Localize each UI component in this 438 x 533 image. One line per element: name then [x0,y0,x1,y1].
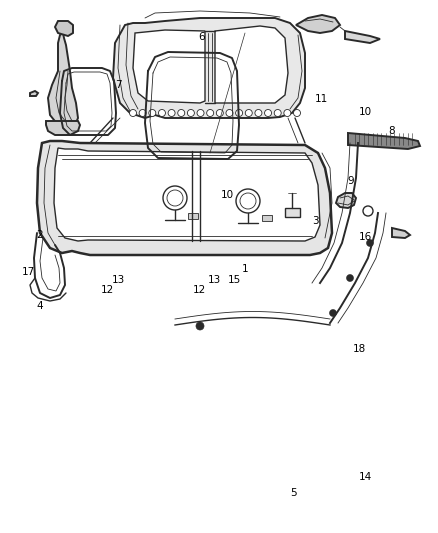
Circle shape [284,109,291,117]
Circle shape [159,109,166,117]
Text: 4: 4 [36,302,43,311]
Polygon shape [48,33,78,127]
Circle shape [293,109,300,117]
Polygon shape [215,26,288,103]
Circle shape [236,189,260,213]
Polygon shape [285,208,300,217]
Circle shape [274,109,281,117]
Text: 5: 5 [290,488,297,498]
Circle shape [130,109,137,117]
Circle shape [163,186,187,210]
Polygon shape [392,228,410,238]
Text: 7: 7 [115,80,122,90]
Circle shape [178,109,185,117]
Text: 3: 3 [312,216,319,226]
Text: 12: 12 [101,286,114,295]
Circle shape [245,109,252,117]
Polygon shape [113,18,305,118]
Text: 2: 2 [36,230,43,239]
Circle shape [196,322,204,330]
Text: 16: 16 [359,232,372,242]
Text: 10: 10 [221,190,234,199]
Text: 13: 13 [112,275,125,285]
Polygon shape [348,133,420,149]
Circle shape [329,310,336,317]
Circle shape [168,109,175,117]
Text: 10: 10 [359,107,372,117]
Circle shape [187,109,194,117]
Circle shape [216,109,223,117]
Polygon shape [336,193,356,208]
Circle shape [346,274,353,281]
Circle shape [265,109,272,117]
Polygon shape [296,15,340,33]
Polygon shape [188,213,198,219]
Circle shape [139,109,146,117]
Circle shape [255,109,262,117]
Text: 6: 6 [198,33,205,42]
Text: 1: 1 [242,264,249,274]
Circle shape [226,109,233,117]
Text: 17: 17 [22,267,35,277]
Polygon shape [262,215,272,221]
Polygon shape [37,141,332,255]
Text: 9: 9 [347,176,354,186]
Polygon shape [46,121,80,135]
Circle shape [240,193,256,209]
Polygon shape [133,30,205,103]
Circle shape [367,239,374,246]
Polygon shape [30,91,38,96]
Circle shape [149,109,156,117]
Polygon shape [345,31,380,43]
Text: 11: 11 [315,94,328,103]
Circle shape [197,109,204,117]
Text: 8: 8 [389,126,396,135]
Polygon shape [55,21,73,36]
Polygon shape [54,148,320,241]
Text: 15: 15 [228,275,241,285]
Circle shape [207,109,214,117]
Circle shape [236,109,243,117]
Text: 12: 12 [193,286,206,295]
Text: 18: 18 [353,344,366,354]
Text: 14: 14 [359,472,372,482]
Circle shape [167,190,183,206]
Text: 13: 13 [208,275,221,285]
